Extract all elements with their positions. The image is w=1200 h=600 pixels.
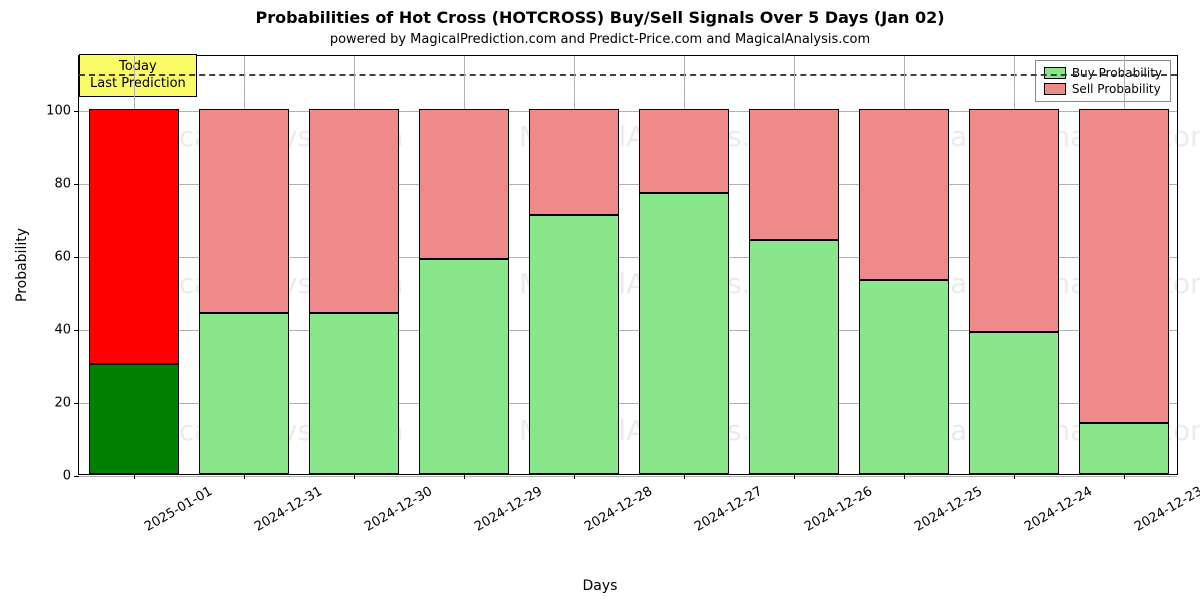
ytick-mark — [74, 476, 79, 477]
chart-subtitle: powered by MagicalPrediction.com and Pre… — [0, 32, 1200, 47]
bar-sell — [199, 109, 289, 314]
ytick-mark — [74, 330, 79, 331]
xtick-mark — [904, 474, 905, 479]
bar-slot — [859, 56, 949, 474]
xtick-label: 2024-12-31 — [252, 484, 325, 535]
xtick-mark — [354, 474, 355, 479]
chart-figure: Probabilities of Hot Cross (HOTCROSS) Bu… — [0, 0, 1200, 600]
xtick-label: 2024-12-23 — [1132, 484, 1200, 535]
bar-buy — [859, 280, 949, 474]
bar-sell — [859, 109, 949, 281]
bar-slot — [749, 56, 839, 474]
ytick-label: 80 — [31, 176, 71, 191]
xtick-label: 2024-12-24 — [1022, 484, 1095, 535]
xtick-label: 2024-12-30 — [362, 484, 435, 535]
bar-sell — [639, 109, 729, 193]
xtick-label: 2024-12-27 — [692, 484, 765, 535]
bar-buy — [749, 240, 839, 474]
xtick-label: 2024-12-25 — [912, 484, 985, 535]
bar-buy — [419, 259, 509, 474]
ytick-mark — [74, 257, 79, 258]
xtick-mark — [134, 474, 135, 479]
xtick-mark — [1124, 474, 1125, 479]
bar-slot — [89, 56, 179, 474]
ytick-label: 100 — [31, 103, 71, 118]
bar-buy — [639, 193, 729, 474]
ytick-label: 0 — [31, 469, 71, 484]
x-axis-label: Days — [583, 578, 618, 594]
xtick-mark — [574, 474, 575, 479]
xtick-label: 2024-12-28 — [582, 484, 655, 535]
xtick-label: 2024-12-26 — [802, 484, 875, 535]
bar-sell — [529, 109, 619, 215]
bar-slot — [969, 56, 1059, 474]
chart-title: Probabilities of Hot Cross (HOTCROSS) Bu… — [0, 8, 1200, 27]
ytick-mark — [74, 403, 79, 404]
ytick-label: 40 — [31, 322, 71, 337]
bar-buy — [529, 215, 619, 474]
bar-sell — [749, 109, 839, 240]
xtick-mark — [794, 474, 795, 479]
ytick-mark — [74, 184, 79, 185]
bar-buy — [1079, 423, 1169, 474]
bar-buy — [969, 332, 1059, 474]
y-axis-label: Probability — [14, 228, 30, 302]
bar-sell — [89, 109, 179, 365]
ytick-label: 20 — [31, 395, 71, 410]
bar-buy — [89, 364, 179, 474]
ytick-mark — [74, 111, 79, 112]
xtick-mark — [464, 474, 465, 479]
bar-slot — [1079, 56, 1169, 474]
bar-buy — [199, 313, 289, 474]
bar-buy — [309, 313, 399, 474]
bar-sell — [419, 109, 509, 259]
bar-slot — [309, 56, 399, 474]
plot-area: MagicalAnalysis.comMagicalAnalysis.comMa… — [78, 55, 1178, 475]
bar-slot — [199, 56, 289, 474]
bar-slot — [639, 56, 729, 474]
bar-sell — [309, 109, 399, 314]
bar-slot — [529, 56, 619, 474]
xtick-label: 2025-01-01 — [142, 484, 215, 535]
bar-sell — [1079, 109, 1169, 423]
xtick-mark — [1014, 474, 1015, 479]
xtick-label: 2024-12-29 — [472, 484, 545, 535]
bar-sell — [969, 109, 1059, 332]
ytick-label: 60 — [31, 249, 71, 264]
xtick-mark — [244, 474, 245, 479]
xtick-mark — [684, 474, 685, 479]
bar-slot — [419, 56, 509, 474]
